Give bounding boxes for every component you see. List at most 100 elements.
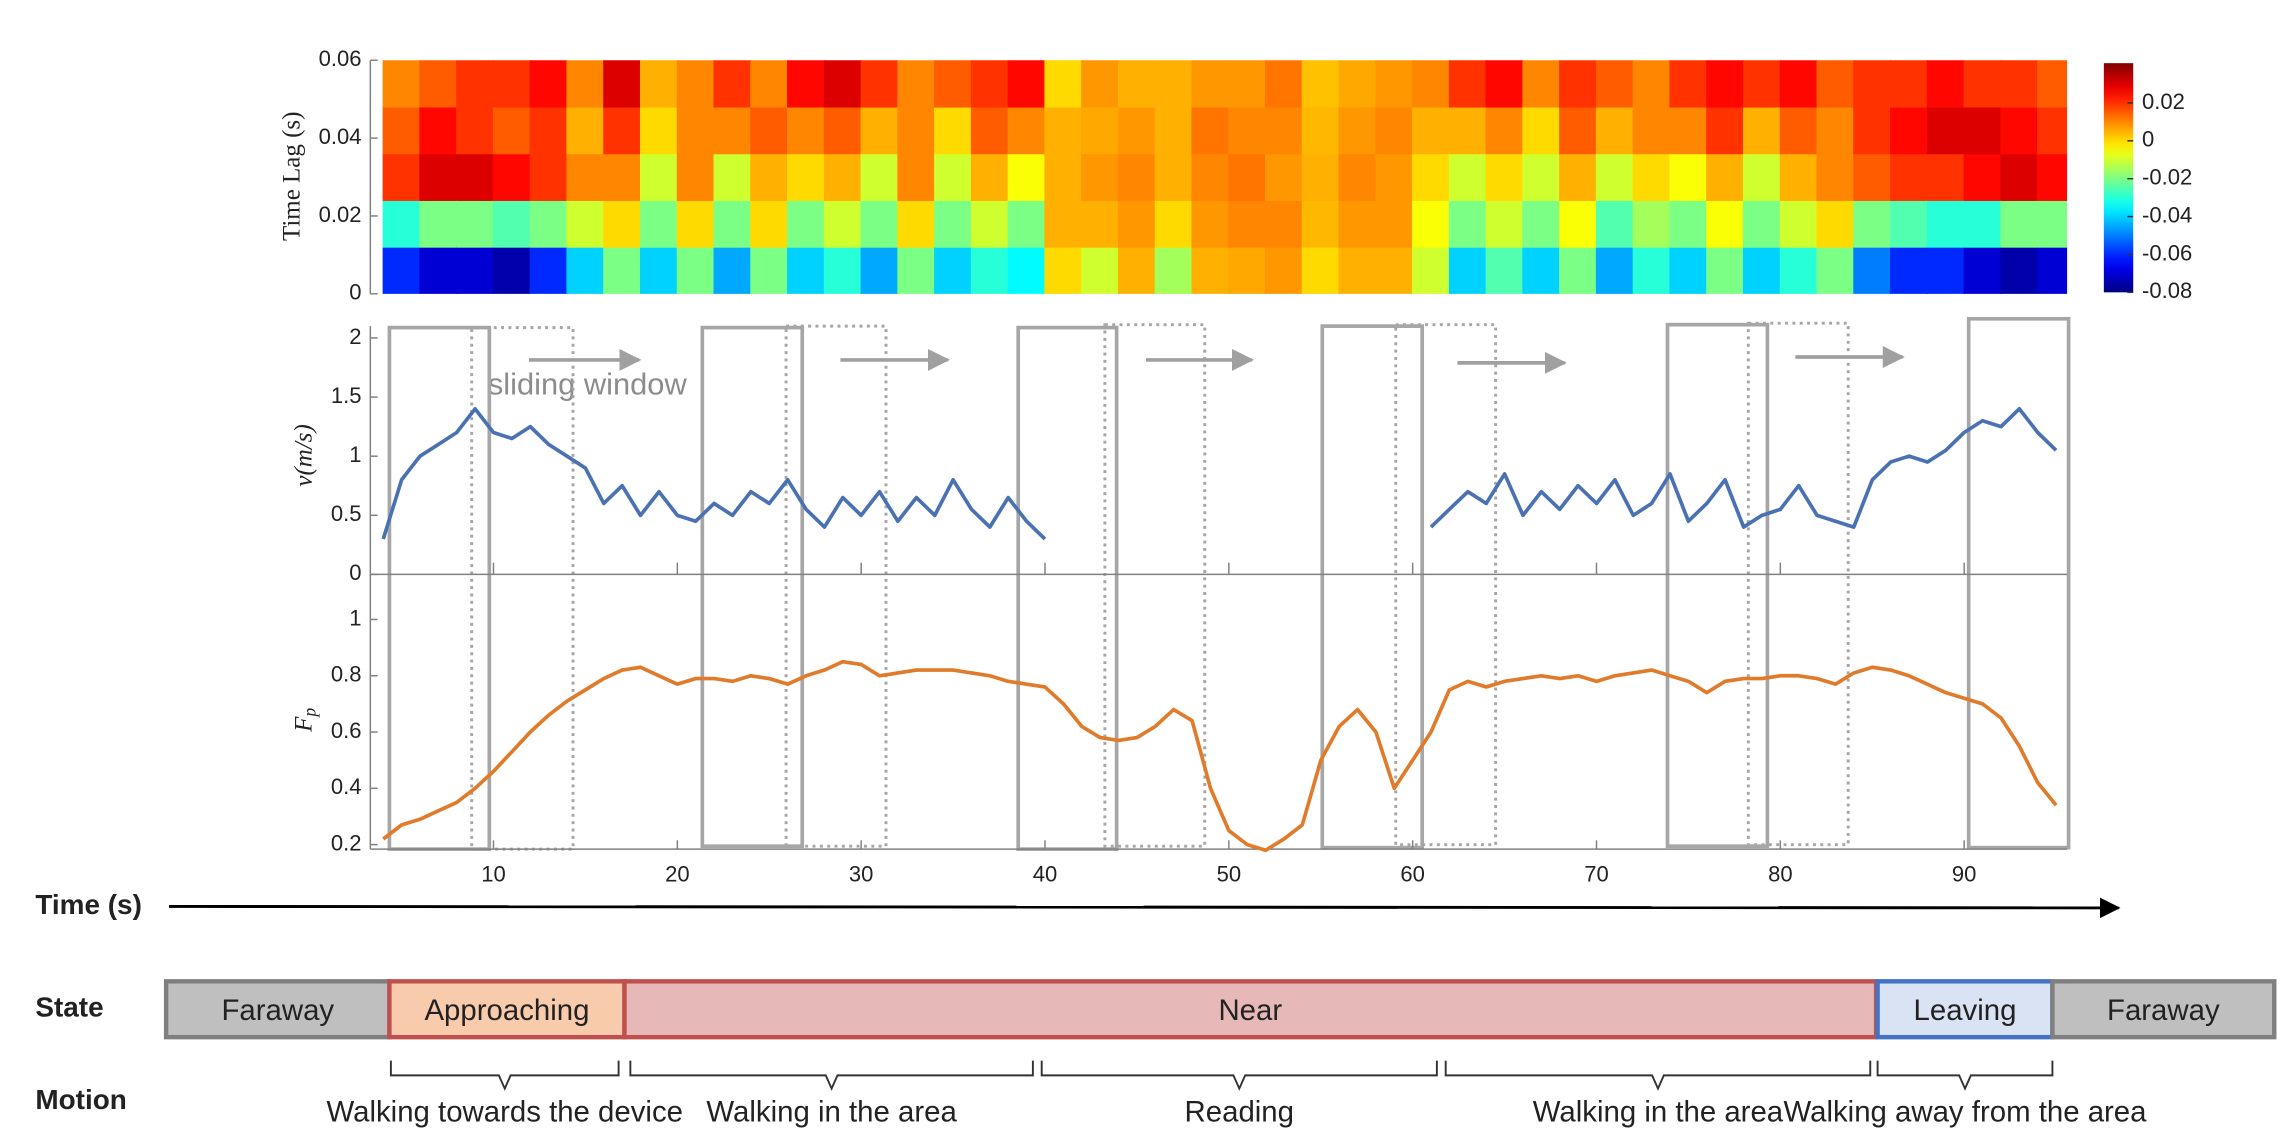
- heat-cell: [1890, 60, 1928, 108]
- time-label: Time (s): [35, 889, 142, 920]
- x-tick-label: 80: [1768, 861, 1793, 886]
- heat-cell: [1595, 106, 1634, 155]
- heat-cell: [934, 106, 973, 155]
- heat-cell: [2037, 246, 2068, 294]
- heat-cell: [2037, 199, 2068, 248]
- heat-cell: [1448, 199, 1487, 248]
- y-tick-label: 0.02: [319, 202, 362, 227]
- heat-cell: [1228, 153, 1267, 201]
- heat-cell: [1265, 199, 1303, 248]
- y-tick-label: 0.6: [331, 718, 362, 743]
- heat-cell: [1632, 60, 1671, 108]
- heat-cell: [1559, 60, 1598, 108]
- heat-cell: [787, 153, 825, 201]
- heat-cell: [1007, 153, 1046, 201]
- heat-cell: [823, 246, 862, 294]
- heat-cell: [1779, 199, 1818, 248]
- heat-cell: [970, 153, 1009, 201]
- heat-cell: [1412, 246, 1451, 294]
- heat-cell: [1448, 153, 1487, 201]
- heat-cell: [750, 153, 789, 201]
- heat-cell: [1816, 106, 1855, 155]
- heat-cell: [860, 106, 899, 155]
- heat-cell: [1632, 199, 1671, 248]
- heat-cell: [1375, 153, 1414, 201]
- heat-cell: [1301, 153, 1340, 201]
- heat-cell: [1522, 246, 1561, 294]
- heat-cell: [492, 199, 531, 248]
- heat-cell: [1448, 60, 1487, 108]
- heat-cell: [676, 60, 715, 108]
- heat-cell: [566, 153, 605, 201]
- y-tick-label: 1: [349, 605, 361, 630]
- heat-cell: [1559, 199, 1598, 248]
- heat-cell: [639, 106, 678, 155]
- heat-cell: [1044, 153, 1083, 201]
- annotation: sliding window: [488, 367, 688, 402]
- data-line: [382, 659, 2058, 853]
- colorbar-tick-label: -0.08: [2142, 278, 2192, 303]
- heat-cell: [1595, 60, 1634, 108]
- heat-cell: [713, 60, 752, 108]
- heat-cell: [1853, 246, 1892, 294]
- heat-cell: [1265, 246, 1303, 294]
- colorbar-tick-label: -0.02: [2142, 165, 2192, 190]
- heat-cell: [1081, 246, 1120, 294]
- window-box: [1966, 316, 2071, 850]
- heat-cell: [713, 246, 752, 294]
- heat-cell: [1448, 106, 1487, 155]
- heat-cell: [750, 60, 789, 108]
- heatmap: [382, 60, 2068, 294]
- heat-cell: [860, 199, 899, 248]
- y-tick-label: 1: [349, 442, 361, 467]
- heat-cell: [934, 60, 973, 108]
- colorbar-tick-label: 0.02: [2142, 89, 2185, 114]
- heat-cell: [1375, 246, 1414, 294]
- heat-cell: [1890, 246, 1928, 294]
- motion-text: Walking towards the device: [327, 1095, 683, 1128]
- heat-cell: [603, 246, 642, 294]
- heat-cell: [2037, 60, 2068, 108]
- heat-cell: [456, 60, 495, 108]
- heat-cell: [1890, 106, 1928, 155]
- heat-cell: [970, 106, 1009, 155]
- heat-cell: [639, 246, 678, 294]
- heat-cell: [1926, 60, 1965, 108]
- heat-cell: [382, 60, 421, 108]
- heat-cell: [566, 60, 605, 108]
- y-axis-label-sub: p: [300, 708, 320, 719]
- heat-cell: [1081, 199, 1120, 248]
- heat-cell: [787, 106, 825, 155]
- heat-cell: [1228, 60, 1267, 108]
- heat-cell: [1853, 60, 1892, 108]
- heat-cell: [1595, 153, 1634, 201]
- y-axis-label: Fp: [290, 708, 319, 733]
- state-box: [1875, 979, 2055, 1040]
- heat-cell: [1595, 246, 1634, 294]
- heat-cell: [823, 60, 862, 108]
- heat-cell: [787, 60, 825, 108]
- heat-cell: [529, 60, 568, 108]
- heat-cell: [419, 60, 458, 108]
- state-box: [622, 979, 1879, 1040]
- heat-cell: [639, 199, 678, 248]
- y-axis-label: Time Lag (s): [279, 112, 306, 241]
- heat-cell: [1191, 246, 1230, 294]
- heat-cell: [419, 246, 458, 294]
- motion-text: Walking in the area: [706, 1095, 957, 1128]
- y-tick-label: 2: [349, 324, 361, 349]
- heat-cell: [1412, 60, 1451, 108]
- heat-cell: [1742, 199, 1781, 248]
- heat-cell: [1412, 153, 1451, 201]
- colorbar: [2103, 63, 2134, 293]
- heat-cell: [1081, 153, 1120, 201]
- heat-cell: [897, 246, 936, 294]
- heat-cell: [566, 199, 605, 248]
- heat-cell: [1338, 246, 1377, 294]
- motion-label: Motion: [35, 1084, 126, 1115]
- heat-cell: [1632, 106, 1671, 155]
- x-tick-label: 60: [1400, 861, 1425, 886]
- heat-cell: [1779, 246, 1818, 294]
- heat-cell: [1412, 106, 1451, 155]
